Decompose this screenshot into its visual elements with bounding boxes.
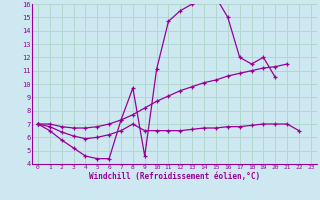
X-axis label: Windchill (Refroidissement éolien,°C): Windchill (Refroidissement éolien,°C) (89, 172, 260, 181)
